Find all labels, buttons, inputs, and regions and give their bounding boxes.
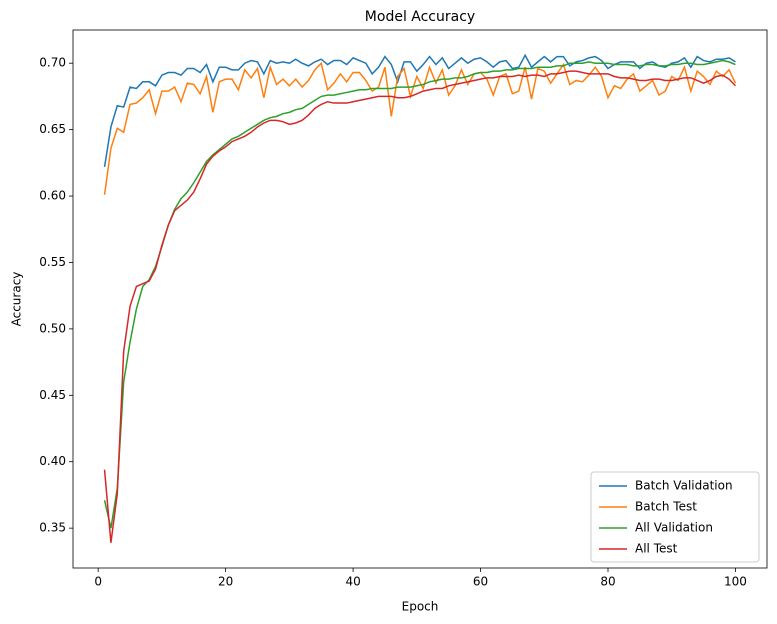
x-tick-label: 40 (345, 575, 360, 589)
y-tick-label: 0.55 (39, 255, 66, 269)
legend-label: All Validation (635, 521, 713, 535)
legend-label: All Test (635, 542, 678, 556)
y-axis-label: Accuracy (10, 272, 24, 327)
y-tick-label: 0.70 (39, 56, 66, 70)
legend-box (590, 471, 760, 563)
y-tick-label: 0.50 (39, 321, 66, 335)
series-line (103, 53, 736, 167)
plot-frame (72, 29, 768, 569)
x-tick-label: 100 (724, 575, 747, 589)
series-line (103, 70, 736, 543)
series-line (103, 61, 737, 195)
legend-label: Batch Validation (635, 479, 733, 493)
y-tick-label: 0.45 (39, 388, 66, 402)
series-line (103, 59, 736, 529)
y-tick-label: 0.35 (39, 521, 66, 535)
x-tick-label: 80 (600, 575, 615, 589)
x-tick-label: 60 (473, 575, 488, 589)
y-tick-label: 0.60 (39, 189, 66, 203)
y-tick-label: 0.65 (39, 122, 66, 136)
y-tick-label: 0.40 (39, 454, 66, 468)
chart-title: Model Accuracy (365, 9, 475, 25)
x-tick-label: 20 (218, 575, 233, 589)
x-tick-label: 0 (94, 575, 102, 589)
x-axis-label: Epoch (402, 600, 439, 614)
legend-label: Batch Test (635, 500, 697, 514)
